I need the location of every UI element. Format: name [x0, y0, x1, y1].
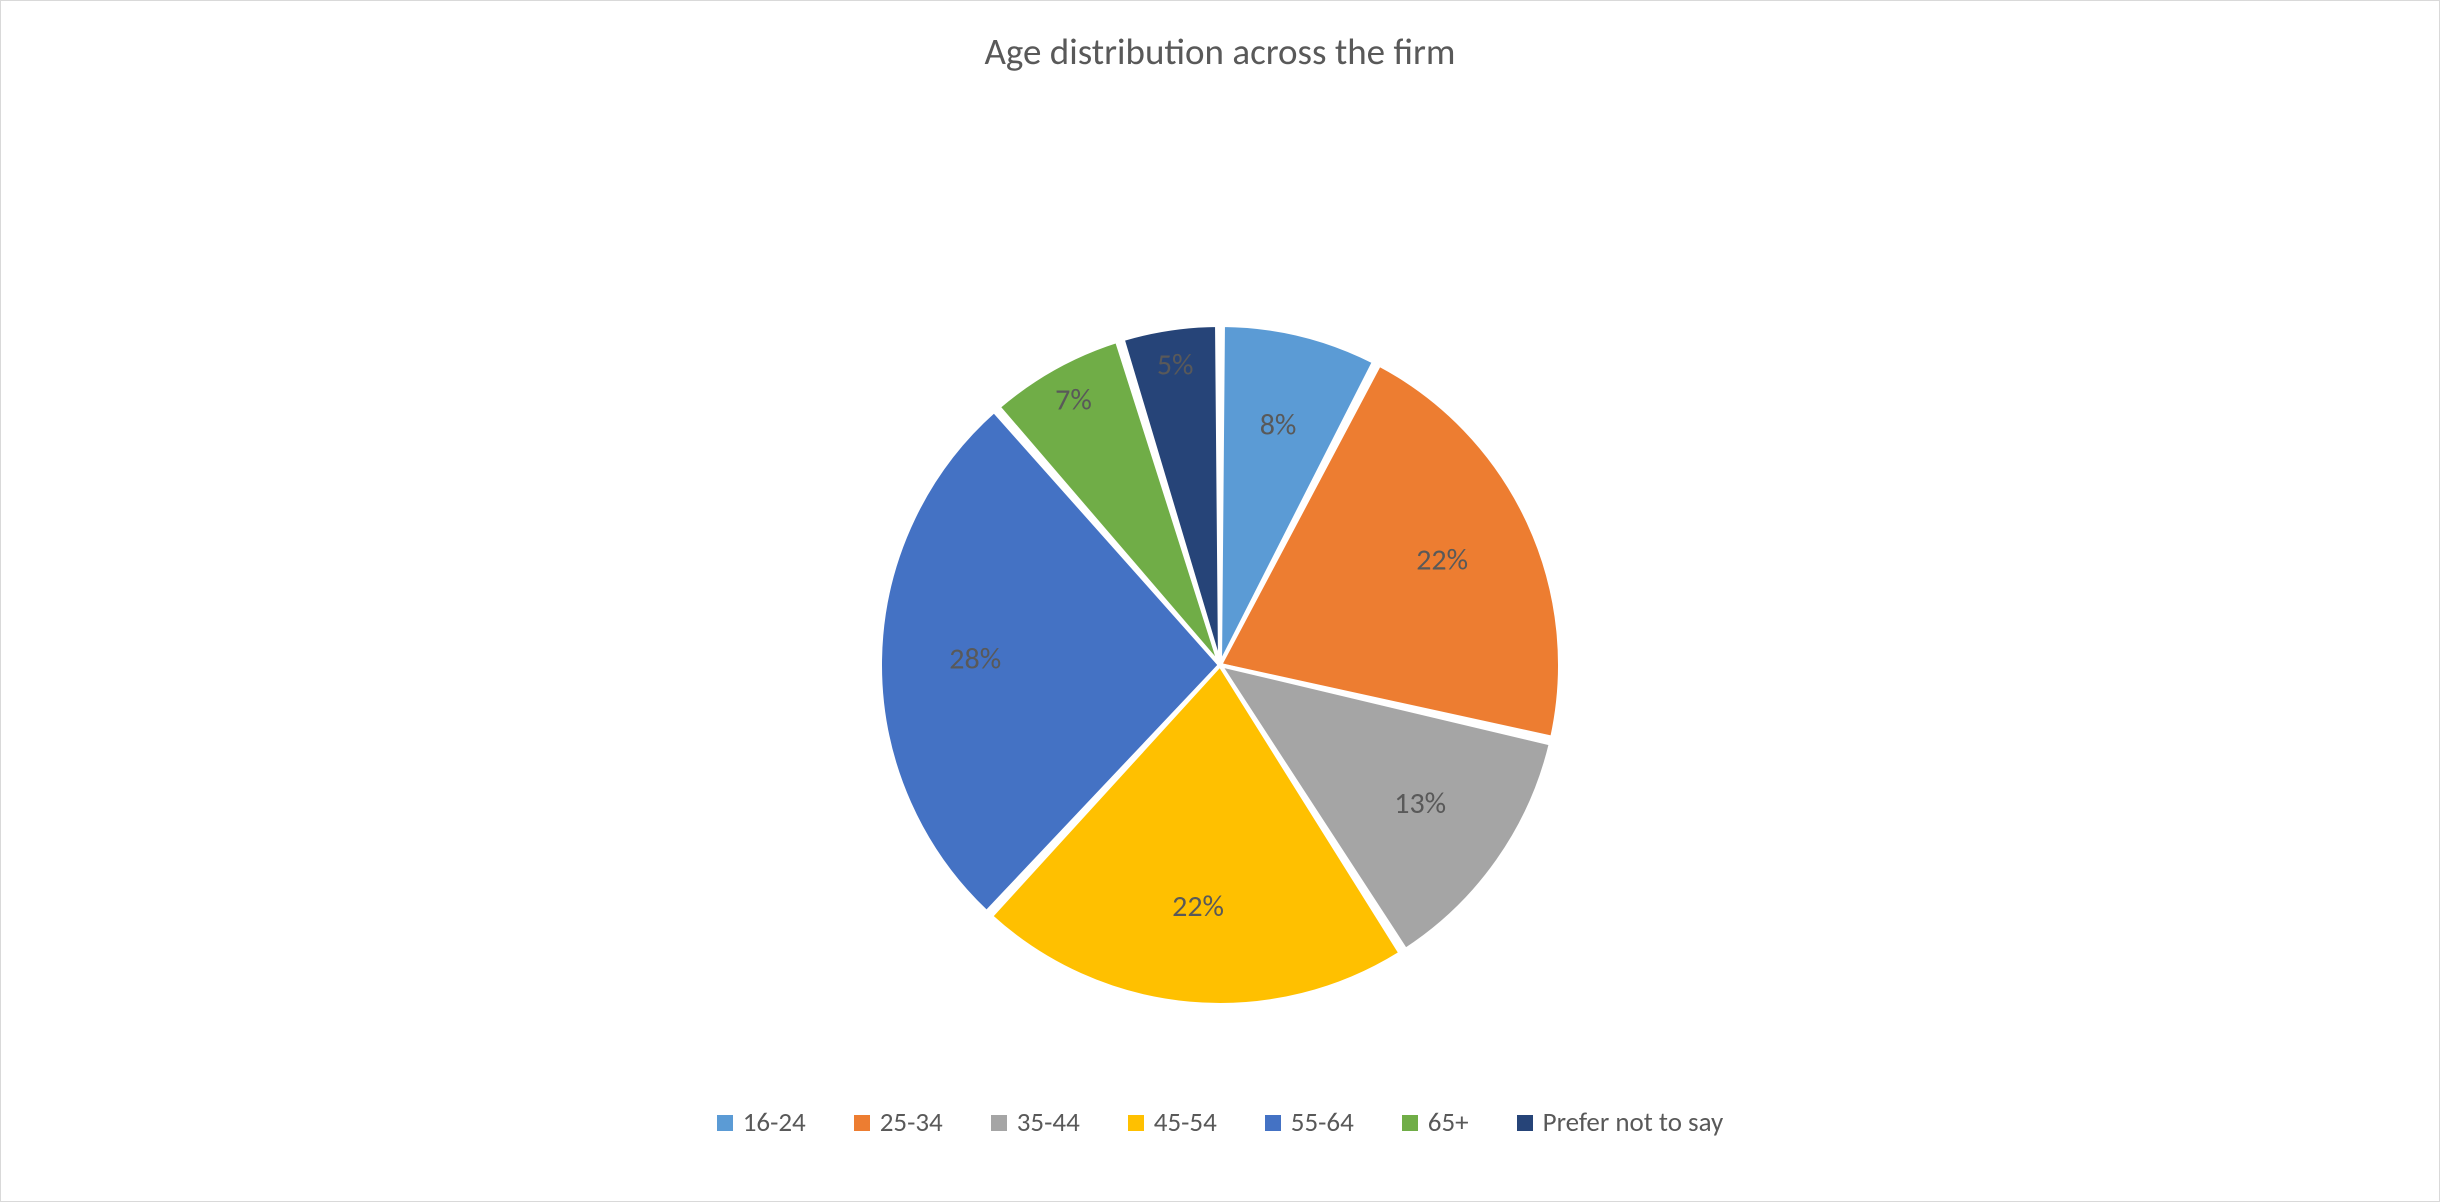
legend-item-s1: 16-24 — [717, 1106, 806, 1139]
legend-item-s7: Prefer not to say — [1517, 1106, 1724, 1139]
legend-item-s5: 55-64 — [1265, 1106, 1354, 1139]
slice-label-s5: 28% — [949, 640, 1001, 677]
legend-swatch-s5 — [1265, 1115, 1281, 1131]
slice-label-s3: 13% — [1394, 785, 1446, 822]
legend-swatch-s1 — [717, 1115, 733, 1131]
slice-label-s4: 22% — [1172, 888, 1224, 925]
legend-label-s2: 25-34 — [880, 1106, 943, 1139]
slice-label-s6: 7% — [1055, 381, 1092, 418]
legend-item-s6: 65+ — [1402, 1106, 1469, 1139]
legend-label-s7: Prefer not to say — [1543, 1106, 1724, 1139]
legend-swatch-s7 — [1517, 1115, 1533, 1131]
slice-label-s7: 5% — [1157, 347, 1194, 384]
legend-label-s1: 16-24 — [743, 1106, 806, 1139]
legend-label-s3: 35-44 — [1017, 1106, 1080, 1139]
pie-area: 28% 7% 5% 8% 22% 13% 22% — [800, 245, 1640, 1090]
legend: 16-24 25-34 35-44 45-54 55-64 65+ Prefer not t… — [1, 1106, 2439, 1139]
legend-item-s3: 35-44 — [991, 1106, 1080, 1139]
legend-swatch-s3 — [991, 1115, 1007, 1131]
slice-label-s2: 22% — [1416, 541, 1468, 578]
legend-swatch-s2 — [854, 1115, 870, 1131]
legend-swatch-s6 — [1402, 1115, 1418, 1131]
legend-label-s5: 55-64 — [1291, 1106, 1354, 1139]
slice-label-s1: 8% — [1260, 406, 1297, 443]
legend-swatch-s4 — [1128, 1115, 1144, 1131]
legend-label-s4: 45-54 — [1154, 1106, 1217, 1139]
legend-item-s4: 45-54 — [1128, 1106, 1217, 1139]
legend-label-s6: 65+ — [1428, 1106, 1469, 1139]
chart-card: Age distribution across the firm 28% 7% 5%… — [0, 0, 2440, 1202]
chart-title: Age distribution across the firm — [1, 29, 2439, 74]
legend-item-s2: 25-34 — [854, 1106, 943, 1139]
pie-svg: 28% 7% 5% 8% 22% 13% 22% — [800, 245, 1640, 1085]
